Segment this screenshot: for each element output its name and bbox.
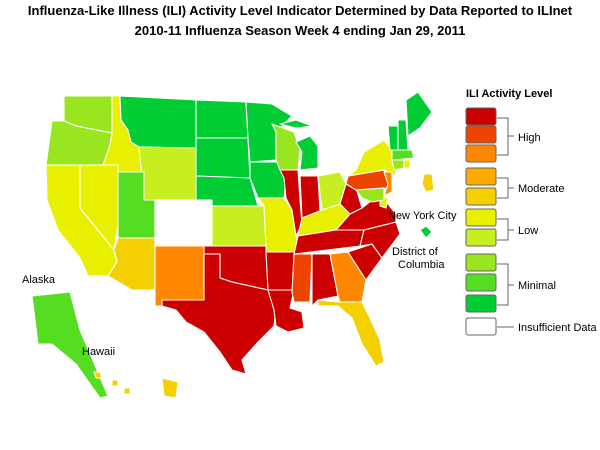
legend-swatch-level-2 bbox=[465, 273, 497, 292]
legend-label-insufficient: Insufficient Data bbox=[518, 322, 598, 334]
legend-swatch-level-10 bbox=[465, 107, 497, 126]
legend-label-low: Low bbox=[518, 225, 538, 237]
legend: ILI Activity Level High Moderate Low Min… bbox=[465, 88, 598, 336]
state-nh bbox=[397, 119, 409, 151]
state-mi bbox=[279, 119, 319, 171]
hawaii-label: Hawaii bbox=[82, 346, 115, 358]
state-ri bbox=[403, 159, 411, 169]
state-nj bbox=[383, 171, 393, 197]
legend-swatch-level-3 bbox=[465, 253, 497, 272]
dc-label-line1: District of bbox=[392, 246, 439, 258]
state-dc bbox=[419, 225, 433, 239]
legend-swatch-level-5 bbox=[465, 208, 497, 227]
legend-swatch-level-0 bbox=[465, 317, 497, 336]
state-nyc bbox=[421, 173, 435, 193]
state-ak bbox=[31, 291, 109, 399]
legend-bracket-moderate bbox=[497, 177, 514, 199]
legend-bracket-minimal bbox=[497, 263, 514, 306]
legend-label-high: High bbox=[518, 132, 541, 144]
state-ny bbox=[347, 139, 397, 177]
state-nd bbox=[195, 99, 249, 139]
alaska-label: Alaska bbox=[22, 274, 56, 286]
legend-boxes bbox=[465, 107, 497, 336]
state-md bbox=[355, 187, 385, 203]
legend-swatch-level-4 bbox=[465, 228, 497, 247]
state-nm bbox=[154, 245, 205, 307]
state-co bbox=[154, 199, 213, 247]
state-me bbox=[405, 91, 433, 137]
states-layer bbox=[31, 91, 435, 399]
legend-swatch-level-7 bbox=[465, 167, 497, 186]
state-wy bbox=[138, 146, 197, 201]
state-mt bbox=[119, 95, 197, 149]
legend-bracket-high bbox=[497, 117, 514, 156]
state-sd bbox=[195, 137, 251, 179]
state-ct bbox=[391, 159, 405, 171]
map-subtitle: 2010-11 Influenza Season Week 4 ending J… bbox=[134, 23, 466, 38]
state-vt bbox=[387, 125, 399, 151]
state-ma bbox=[391, 149, 415, 161]
legend-swatch-level-9 bbox=[465, 125, 497, 144]
state-tx bbox=[161, 253, 277, 375]
state-ms bbox=[291, 253, 313, 303]
legend-swatch-level-6 bbox=[465, 187, 497, 206]
state-ks bbox=[211, 205, 267, 247]
state-il bbox=[279, 169, 303, 237]
legend-swatch-level-1 bbox=[465, 294, 497, 313]
legend-bracket-low bbox=[497, 218, 514, 241]
state-hi bbox=[93, 371, 179, 399]
dc-label-line2: Columbia bbox=[398, 259, 445, 271]
nyc-label: New York City bbox=[388, 210, 457, 222]
legend-label-moderate: Moderate bbox=[518, 183, 564, 195]
legend-swatch-level-8 bbox=[465, 144, 497, 163]
state-al bbox=[311, 253, 339, 307]
legend-label-minimal: Minimal bbox=[518, 280, 556, 292]
state-fl bbox=[317, 299, 385, 367]
map-title: Influenza-Like Illness (ILI) Activity Le… bbox=[27, 3, 573, 18]
legend-title: ILI Activity Level bbox=[466, 88, 552, 100]
